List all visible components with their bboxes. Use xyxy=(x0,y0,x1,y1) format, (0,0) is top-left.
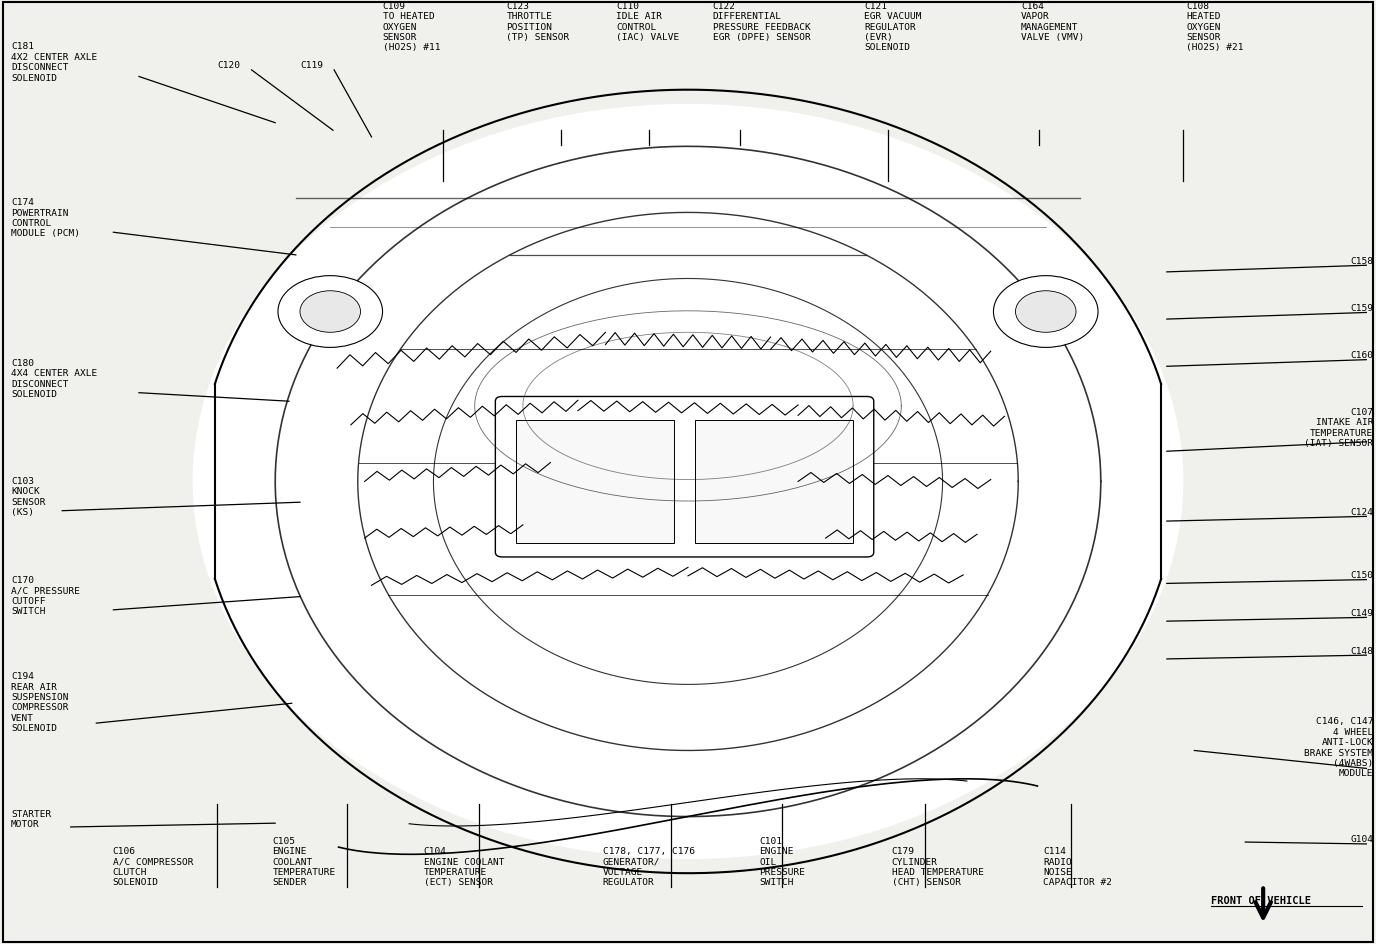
Text: C105
ENGINE
COOLANT
TEMPERATURE
SENDER: C105 ENGINE COOLANT TEMPERATURE SENDER xyxy=(272,836,336,887)
Text: C149: C149 xyxy=(1350,609,1373,618)
Text: C164
VAPOR
MANAGEMENT
VALVE (VMV): C164 VAPOR MANAGEMENT VALVE (VMV) xyxy=(1021,2,1084,42)
Text: C123
THROTTLE
POSITION
(TP) SENSOR: C123 THROTTLE POSITION (TP) SENSOR xyxy=(506,2,570,42)
Text: C107
INTAKE AIR
TEMPERATURE
(IAT) SENSOR: C107 INTAKE AIR TEMPERATURE (IAT) SENSOR xyxy=(1304,408,1373,448)
Text: C103
KNOCK
SENSOR
(KS): C103 KNOCK SENSOR (KS) xyxy=(11,477,45,517)
Text: C119: C119 xyxy=(300,61,323,71)
Text: C181
4X2 CENTER AXLE
DISCONNECT
SOLENOID: C181 4X2 CENTER AXLE DISCONNECT SOLENOID xyxy=(11,42,98,83)
Circle shape xyxy=(993,276,1098,347)
Text: C106
A/C COMPRESSOR
CLUTCH
SOLENOID: C106 A/C COMPRESSOR CLUTCH SOLENOID xyxy=(113,847,194,887)
Text: C170
A/C PRESSURE
CUTOFF
SWITCH: C170 A/C PRESSURE CUTOFF SWITCH xyxy=(11,576,80,616)
Text: C179
CYLINDER
HEAD TEMPERATURE
(CHT) SENSOR: C179 CYLINDER HEAD TEMPERATURE (CHT) SEN… xyxy=(892,847,984,887)
Text: C159: C159 xyxy=(1350,304,1373,313)
Bar xyxy=(516,420,674,543)
Text: C110
IDLE AIR
CONTROL
(IAC) VALVE: C110 IDLE AIR CONTROL (IAC) VALVE xyxy=(616,2,680,42)
Text: FRONT OF VEHICLE: FRONT OF VEHICLE xyxy=(1211,896,1311,906)
Circle shape xyxy=(300,291,361,332)
Text: C108
HEATED
OXYGEN
SENSOR
(HO2S) #21: C108 HEATED OXYGEN SENSOR (HO2S) #21 xyxy=(1186,2,1244,53)
Bar xyxy=(695,420,853,543)
Text: C174
POWERTRAIN
CONTROL
MODULE (PCM): C174 POWERTRAIN CONTROL MODULE (PCM) xyxy=(11,198,80,239)
Text: C160: C160 xyxy=(1350,351,1373,361)
Ellipse shape xyxy=(193,104,1183,859)
Circle shape xyxy=(1015,291,1076,332)
Text: C124: C124 xyxy=(1350,508,1373,517)
FancyBboxPatch shape xyxy=(495,396,874,557)
Text: C122
DIFFERENTIAL
PRESSURE FEEDBACK
EGR (DPFE) SENSOR: C122 DIFFERENTIAL PRESSURE FEEDBACK EGR … xyxy=(713,2,810,42)
Text: C104
ENGINE COOLANT
TEMPERATURE
(ECT) SENSOR: C104 ENGINE COOLANT TEMPERATURE (ECT) SE… xyxy=(424,847,505,887)
Text: STARTER
MOTOR: STARTER MOTOR xyxy=(11,810,51,830)
Text: C148: C148 xyxy=(1350,647,1373,656)
Text: C178, C177, C176
GENERATOR/
VOLTAGE
REGULATOR: C178, C177, C176 GENERATOR/ VOLTAGE REGU… xyxy=(603,847,695,887)
Text: C194
REAR AIR
SUSPENSION
COMPRESSOR
VENT
SOLENOID: C194 REAR AIR SUSPENSION COMPRESSOR VENT… xyxy=(11,672,69,733)
Text: C121
EGR VACUUM
REGULATOR
(EVR)
SOLENOID: C121 EGR VACUUM REGULATOR (EVR) SOLENOID xyxy=(864,2,922,53)
Text: C120: C120 xyxy=(217,61,241,71)
Text: C101
ENGINE
OIL
PRESSURE
SWITCH: C101 ENGINE OIL PRESSURE SWITCH xyxy=(760,836,805,887)
Text: C158: C158 xyxy=(1350,257,1373,266)
Text: C114
RADIO
NOISE
CAPACITOR #2: C114 RADIO NOISE CAPACITOR #2 xyxy=(1043,847,1112,887)
Text: C109
TO HEATED
OXYGEN
SENSOR
(HO2S) #11: C109 TO HEATED OXYGEN SENSOR (HO2S) #11 xyxy=(383,2,440,53)
Text: G104: G104 xyxy=(1350,835,1373,845)
Text: C150: C150 xyxy=(1350,571,1373,581)
Circle shape xyxy=(278,276,383,347)
Text: C180
4X4 CENTER AXLE
DISCONNECT
SOLENOID: C180 4X4 CENTER AXLE DISCONNECT SOLENOID xyxy=(11,359,98,399)
Text: C146, C147
4 WHEEL
ANTI-LOCK
BRAKE SYSTEM
(4WABS)
MODULE: C146, C147 4 WHEEL ANTI-LOCK BRAKE SYSTE… xyxy=(1304,717,1373,779)
